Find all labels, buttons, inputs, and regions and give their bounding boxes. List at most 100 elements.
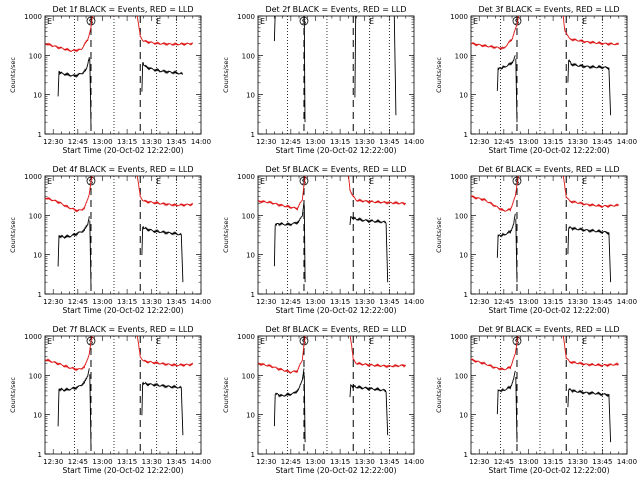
end-marker-right: E: [582, 337, 587, 346]
panel-title: Det 3f BLACK = Events, RED = LLD: [478, 5, 619, 14]
x-axis-label: Start Time (20-Oct-02 12:22:00): [275, 146, 396, 155]
y-tick-label: 1000: [237, 13, 255, 21]
x-tick-label: 13:00: [305, 458, 325, 466]
x-tick-label: 12:30: [469, 138, 489, 146]
start-marker-circle: [86, 336, 96, 346]
y-axis-label: Counts/sec: [222, 377, 230, 413]
plot-frame: [44, 15, 202, 135]
end-marker-right: E: [156, 177, 161, 186]
x-tick-label: 13:00: [92, 138, 112, 146]
events-series-segment-3: [567, 388, 612, 443]
x-tick-label: 14:00: [617, 458, 637, 466]
events-series-segment-2: [89, 58, 92, 128]
end-marker-right: E: [582, 177, 587, 186]
plot-frame: [470, 335, 628, 455]
panel-title: Det 6f BLACK = Events, RED = LLD: [478, 165, 619, 174]
plot-frame: [257, 15, 415, 135]
y-tick-label: 1000: [237, 333, 255, 341]
plot-frame: [44, 335, 202, 455]
y-tick-label: 1000: [24, 13, 42, 21]
lld-series-line: [471, 176, 620, 212]
panel-8: Det 8f BLACK = Events, RED = LLD 1 10 100 10…: [222, 325, 424, 475]
data-layer: [258, 176, 406, 283]
events-series-segment-1: [57, 216, 90, 267]
y-tick-label: 100: [29, 372, 42, 380]
x-tick-label: 12:45: [494, 458, 514, 466]
panel-title: Det 2f BLACK = Events, RED = LLD: [265, 5, 406, 14]
x-tick-label: 13:15: [117, 138, 137, 146]
x-tick-label: 13:45: [379, 458, 399, 466]
data-layer: [471, 176, 620, 283]
data-layer: [45, 176, 194, 288]
events-series-segment-2: [89, 220, 92, 288]
panel-1: Det 1f BLACK = Events, RED = LLD 1 10 100 10…: [9, 5, 211, 155]
panel-7: Det 7f BLACK = Events, RED = LLD 1 10 100 10…: [9, 325, 211, 475]
x-tick-label: 13:30: [568, 298, 588, 306]
panel-9: Det 9f BLACK = Events, RED = LLD 1 10 100 10…: [435, 325, 637, 475]
start-marker-circle: [86, 176, 96, 186]
x-tick-label: 12:30: [469, 458, 489, 466]
data-layer: [45, 16, 194, 128]
end-marker-right: E: [369, 337, 374, 346]
events-series-segment-2: [515, 58, 518, 123]
y-tick-label: 1: [38, 291, 42, 299]
end-marker-left: E: [260, 177, 265, 186]
x-tick-label: 13:45: [592, 458, 612, 466]
x-tick-label: 13:45: [592, 138, 612, 146]
panel-2: Det 2f BLACK = Events, RED = LLD 1 10 100 10…: [222, 5, 424, 155]
x-tick-label: 13:30: [142, 138, 162, 146]
x-tick-label: 12:30: [469, 298, 489, 306]
y-tick-label: 100: [242, 52, 255, 60]
x-tick-label: 13:00: [305, 138, 325, 146]
x-tick-label: 13:30: [142, 458, 162, 466]
data-layer: [471, 336, 620, 443]
x-tick-label: 12:30: [43, 458, 63, 466]
y-tick-label: 1: [251, 451, 255, 459]
events-series-segment-2: [515, 218, 518, 283]
plot-frame: [470, 175, 628, 295]
plot-frame: [470, 15, 628, 135]
lld-series-line: [258, 176, 406, 211]
panel-title: Det 1f BLACK = Events, RED = LLD: [52, 5, 193, 14]
data-layer: [471, 16, 620, 123]
y-tick-label: 10: [33, 92, 42, 100]
y-tick-label: 10: [246, 412, 255, 420]
x-tick-label: 12:30: [256, 458, 276, 466]
x-tick-label: 13:30: [355, 458, 375, 466]
y-axis-label: Counts/sec: [222, 57, 230, 93]
events-series-segment-3: [141, 381, 184, 436]
x-tick-label: 14:00: [191, 138, 211, 146]
y-axis-label: Counts/sec: [222, 217, 230, 253]
y-tick-label: 1000: [24, 333, 42, 341]
x-tick-label: 13:00: [92, 298, 112, 306]
x-tick-label: 12:30: [43, 138, 63, 146]
x-tick-label: 14:00: [404, 138, 424, 146]
y-axis-label: Counts/sec: [9, 377, 17, 413]
x-tick-label: 13:45: [592, 298, 612, 306]
x-axis-label: Start Time (20-Oct-02 12:22:00): [62, 306, 183, 315]
x-tick-label: 12:45: [281, 298, 301, 306]
x-tick-label: 13:00: [305, 298, 325, 306]
panel-title: Det 9f BLACK = Events, RED = LLD: [478, 325, 619, 334]
lld-series-line: [45, 336, 194, 372]
y-tick-label: 100: [29, 52, 42, 60]
x-tick-label: 13:00: [518, 138, 538, 146]
y-tick-label: 1: [251, 291, 255, 299]
x-tick-label: 14:00: [404, 298, 424, 306]
y-tick-label: 1000: [237, 173, 255, 181]
y-tick-label: 1: [464, 291, 468, 299]
y-tick-label: 100: [29, 212, 42, 220]
events-series-segment-2: [303, 375, 306, 443]
events-series-segment-3: [354, 16, 397, 116]
x-tick-label: 13:45: [379, 298, 399, 306]
x-tick-label: 13:30: [355, 138, 375, 146]
panel-title: Det 4f BLACK = Events, RED = LLD: [52, 165, 193, 174]
x-axis-label: Start Time (20-Oct-02 12:22:00): [62, 146, 183, 155]
y-axis-label: Counts/sec: [9, 217, 17, 253]
events-series-segment-1: [273, 201, 305, 267]
x-tick-label: 13:45: [166, 138, 186, 146]
plot-frame: [257, 335, 415, 455]
events-series-segment-2: [303, 16, 306, 123]
x-axis-label: Start Time (20-Oct-02 12:22:00): [275, 306, 396, 315]
